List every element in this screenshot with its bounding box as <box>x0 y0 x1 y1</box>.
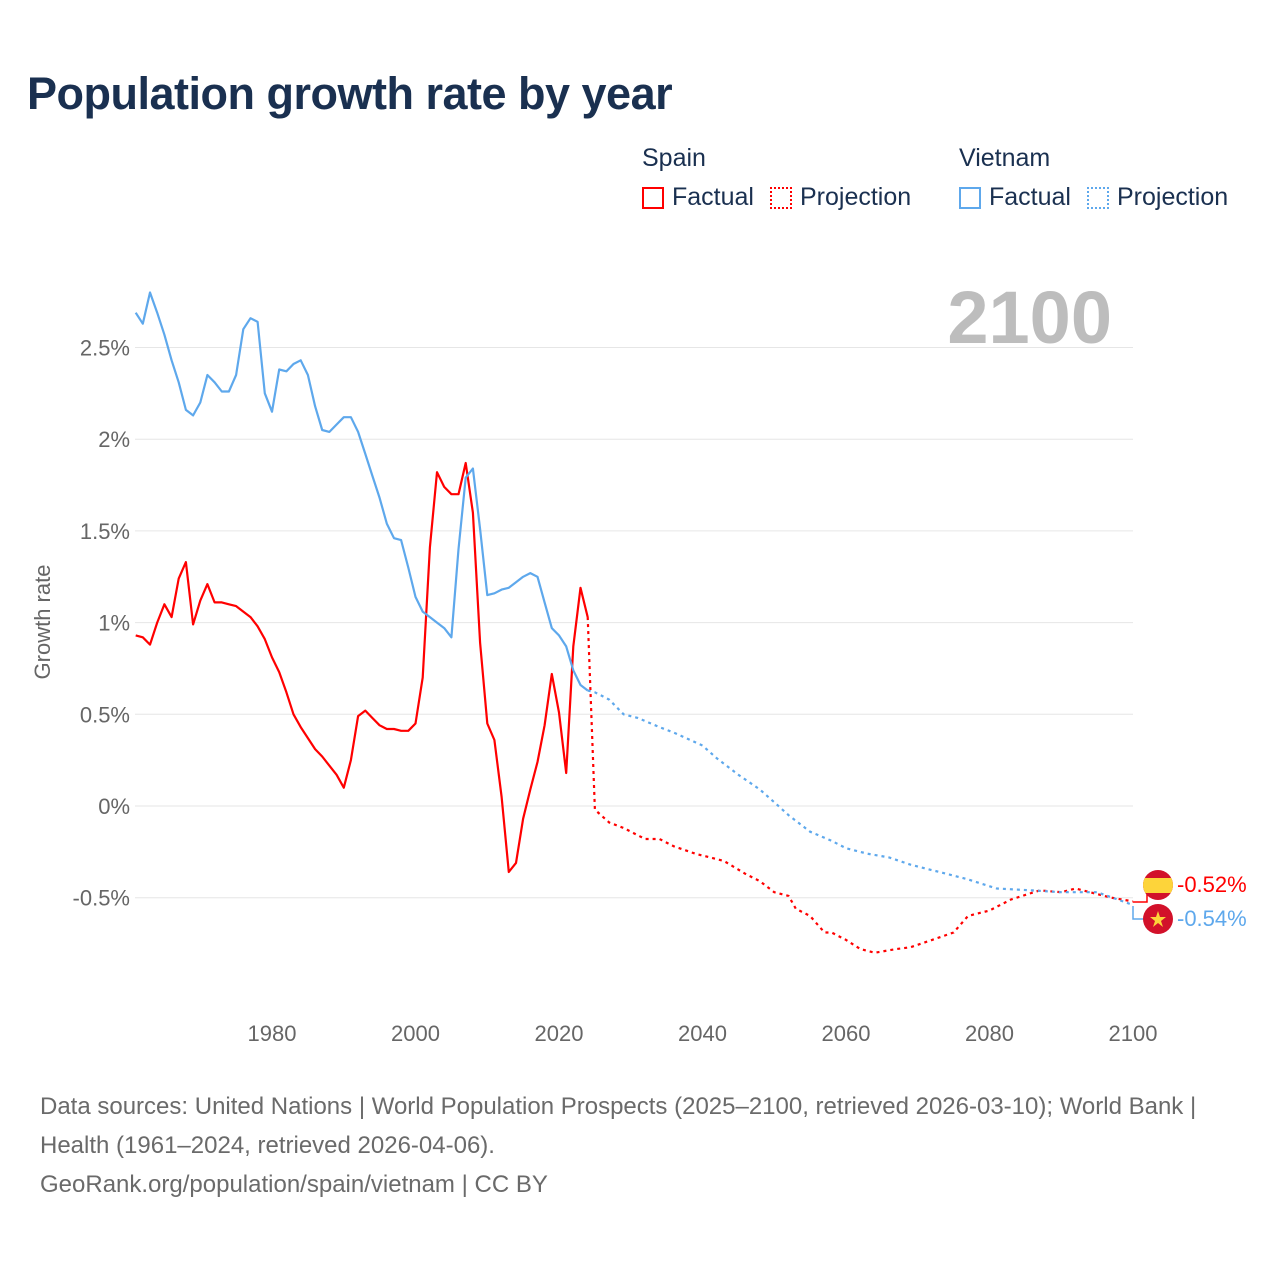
x-tick-label: 2080 <box>965 1021 1014 1046</box>
x-tick-label: 1980 <box>248 1021 297 1046</box>
x-tick-label: 2060 <box>822 1021 871 1046</box>
credit-link[interactable]: GeoRank.org/population/spain/vietnam | C… <box>40 1171 548 1198</box>
vietnam-factual-line <box>134 291 589 692</box>
legend-label: Factual <box>989 183 1071 211</box>
solid-swatch-icon <box>959 186 981 209</box>
y-tick-label: 0% <box>98 794 130 819</box>
legend-spain-projection[interactable]: Projection <box>769 183 912 212</box>
chart-title: Population growth rate by year <box>27 68 673 119</box>
data-sources: Data sources: United Nations | World Pop… <box>40 1093 1197 1159</box>
x-tick-label: 2100 <box>1109 1021 1158 1046</box>
legend-vietnam: Vietnam Factual Projection <box>959 144 1244 212</box>
spain-flag-icon <box>1143 870 1173 900</box>
legend-vietnam-factual[interactable]: Factual <box>959 183 1071 212</box>
dotted-swatch-icon <box>1086 186 1109 209</box>
legend-spain: Spain Factual Projection <box>642 144 927 212</box>
spain-factual-line <box>135 461 589 874</box>
vietnam-end-value: -0.54% <box>1177 906 1247 931</box>
solid-swatch-icon <box>642 186 664 209</box>
spain-end-value: -0.52% <box>1177 872 1247 897</box>
year-watermark: 2100 <box>947 276 1112 359</box>
y-tick-label: 2.5% <box>80 336 130 361</box>
footer: Data sources: United Nations | World Pop… <box>40 1087 1230 1204</box>
y-tick-label: 1% <box>98 611 130 636</box>
y-tick-label: 1.5% <box>80 519 130 544</box>
legend-spain-title: Spain <box>642 144 706 172</box>
x-tick-label: 2040 <box>678 1021 727 1046</box>
y-axis-label: Growth rate <box>30 565 55 680</box>
x-tick-label: 2020 <box>535 1021 584 1046</box>
legend-label: Projection <box>799 183 912 211</box>
x-tick-label: 2000 <box>391 1021 440 1046</box>
dotted-swatch-icon <box>769 186 792 209</box>
legend-vietnam-projection[interactable]: Projection <box>1086 183 1229 212</box>
legend-vietnam-title: Vietnam <box>959 144 1051 172</box>
vietnam-connector <box>1132 906 1146 920</box>
y-tick-label: 0.5% <box>80 702 130 727</box>
legend-spain-factual[interactable]: Factual <box>642 183 754 212</box>
legend-label: Projection <box>1116 183 1229 211</box>
legend-label: Factual <box>672 183 754 211</box>
vietnam-flag-icon <box>1143 904 1173 934</box>
spain-projection-line <box>586 617 1134 954</box>
y-tick-label: 2% <box>98 427 130 452</box>
vietnam-projection-line <box>587 689 1134 907</box>
y-tick-label: -0.5% <box>73 886 130 911</box>
